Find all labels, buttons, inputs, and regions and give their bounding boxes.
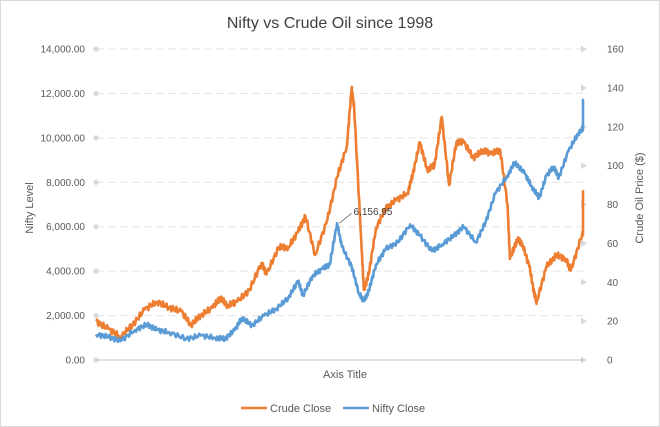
y-axis-left-title: Nifty Level: [24, 182, 36, 233]
left-tick-marker: [93, 179, 99, 185]
annotation-leader-line: [339, 212, 352, 224]
left-axis-ticks: 0.00 2,000.00 4,000.00 6,000.00 8,000.00 10,0…: [41, 45, 99, 367]
chart-title: Nifty vs Crude Oil since 1998: [227, 15, 433, 32]
right-tick-marker: [581, 278, 587, 286]
left-tick-marker: [93, 224, 99, 230]
left-tick-marker: [93, 46, 99, 52]
legend-item-nifty[interactable]: Nifty Close: [343, 403, 425, 415]
right-tick-label: 60: [607, 239, 619, 250]
left-tick-label: 4,000.00: [46, 267, 85, 278]
legend: Crude Close Nifty Close: [241, 403, 425, 415]
crude-close-line[interactable]: [94, 85, 585, 340]
right-tick-marker: [581, 162, 587, 170]
nifty-close-line[interactable]: [94, 98, 585, 344]
series-lines: [94, 85, 585, 344]
left-tick-label: 14,000.00: [41, 45, 86, 56]
left-tick-label: 10,000.00: [41, 133, 86, 144]
left-tick-marker: [93, 135, 99, 141]
data-label-annotation: 6,156.95: [339, 207, 393, 224]
left-tick-label: 0.00: [66, 356, 86, 367]
left-tick-marker: [93, 312, 99, 319]
legend-item-crude[interactable]: Crude Close: [241, 403, 331, 415]
right-tick-marker: [581, 84, 587, 92]
gridlines: [96, 48, 583, 317]
right-tick-label: 0: [607, 356, 613, 367]
right-tick-label: 120: [607, 122, 624, 133]
legend-label-crude: Crude Close: [270, 403, 331, 415]
annotation-label: 6,156.95: [354, 207, 393, 218]
y-axis-right-title: Crude Oil Price ($): [634, 152, 646, 243]
left-tick-label: 6,000.00: [46, 222, 85, 233]
right-tick-marker: [581, 356, 587, 364]
right-tick-label: 160: [607, 45, 624, 56]
left-tick-label: 2,000.00: [46, 311, 85, 322]
right-tick-label: 40: [607, 278, 619, 289]
right-tick-marker: [581, 239, 587, 247]
right-tick-label: 80: [607, 200, 619, 211]
right-axis-ticks: 0 20 40 60 80 100 120 140 160: [581, 45, 624, 367]
right-tick-label: 100: [607, 161, 624, 172]
right-tick-label: 140: [607, 83, 624, 94]
x-axis-title: Axis Title: [323, 369, 367, 381]
legend-label-nifty: Nifty Close: [372, 403, 425, 415]
left-tick-marker: [93, 90, 99, 97]
left-tick-label: 8,000.00: [46, 178, 85, 189]
right-tick-label: 20: [607, 317, 619, 328]
right-tick-marker: [581, 45, 587, 53]
left-tick-label: 12,000.00: [41, 89, 86, 100]
right-tick-marker: [581, 317, 587, 325]
left-tick-marker: [93, 268, 99, 274]
